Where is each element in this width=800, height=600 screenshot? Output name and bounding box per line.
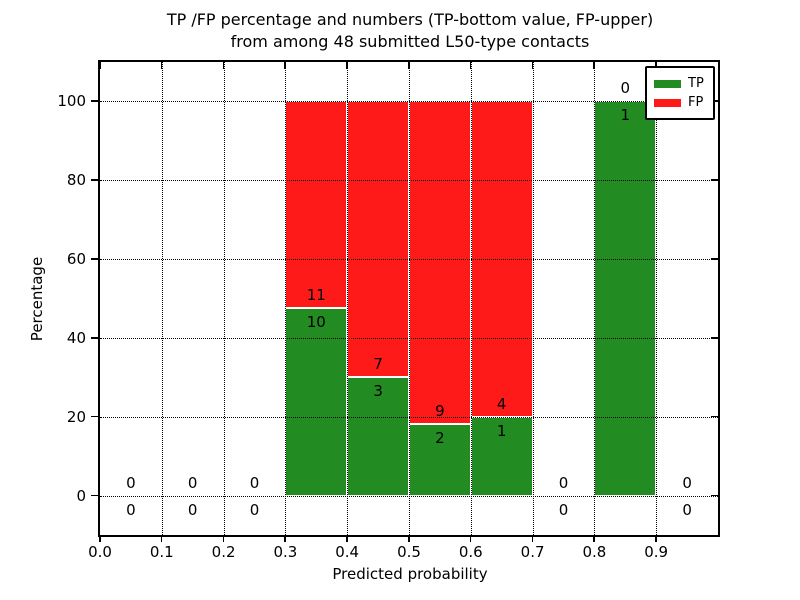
y-tick-mark — [91, 415, 98, 418]
x-tick-mark-top — [284, 62, 286, 69]
legend-entry-fp: FP — [654, 94, 705, 111]
x-tick-mark — [655, 535, 657, 542]
chart-title-line2: from among 48 submitted L50-type contact… — [230, 32, 590, 51]
gridline-v — [594, 62, 596, 535]
gridline-v — [409, 62, 410, 535]
y-tick-mark — [91, 179, 98, 181]
tp-count-label: 2 — [435, 428, 445, 447]
bar-fp-segment — [347, 101, 409, 378]
grid-layer — [100, 62, 718, 535]
x-tick-mark — [99, 535, 101, 542]
tp-count-label: 0 — [126, 500, 136, 519]
x-tick-mark — [346, 535, 348, 542]
fp-legend-label: FP — [688, 95, 704, 110]
y-tick-label: 20 — [66, 407, 86, 426]
x-tick-mark-top — [655, 62, 657, 69]
legend: TP FP — [645, 66, 715, 120]
gridline-v — [532, 62, 534, 535]
x-tick-label: 0.5 — [397, 543, 421, 561]
chart-title: TP /FP percentage and numbers (TP-bottom… — [100, 9, 720, 53]
y-tick-mark — [91, 258, 98, 260]
fp-count-label: 9 — [435, 401, 445, 420]
y-tick-mark-right — [711, 258, 718, 260]
bar-fp-segment — [409, 101, 471, 424]
x-tick-mark-top — [99, 62, 101, 69]
annotations-layer: 0 0 0 0 0 0 11 10 7 3 9 2 4 1 0 0 0 1 0 0 — [100, 62, 718, 535]
ticks-layer: 0 20 40 60 80 100 0.0 0.1 0.2 0.3 0.4 0.5 0.6 0.7 0.8 0… — [57, 62, 718, 561]
x-tick-mark — [408, 535, 410, 542]
tp-count-label: 0 — [187, 500, 198, 519]
x-tick-mark — [531, 535, 534, 542]
chart-title-line1: TP /FP percentage and numbers (TP-bottom… — [166, 10, 654, 29]
fp-count-label: 0 — [187, 473, 198, 492]
y-tick-label: 60 — [66, 250, 86, 269]
fp-count-label: 0 — [249, 473, 260, 492]
fp-count-label: 0 — [620, 79, 631, 98]
x-axis-label: Predicted probability — [332, 565, 488, 583]
tp-legend-swatch — [654, 79, 681, 88]
x-tick-mark — [284, 535, 286, 542]
x-tick-mark — [469, 535, 472, 542]
fp-count-label: 0 — [558, 473, 569, 492]
x-tick-label: 0.6 — [458, 543, 483, 561]
tp-legend-label: TP — [688, 76, 704, 91]
gridline-v — [656, 62, 658, 535]
y-tick-mark — [91, 336, 98, 339]
y-tick-label: 100 — [57, 92, 86, 111]
bar-fp-segment — [285, 101, 348, 308]
legend-entry-tp: TP — [654, 75, 705, 92]
x-tick-mark-top — [160, 62, 163, 69]
y-tick-mark-right — [711, 336, 718, 339]
tp-count-label: 1 — [496, 421, 507, 440]
y-tick-label: 0 — [76, 486, 86, 505]
tp-count-label: 1 — [620, 106, 631, 125]
y-tick-mark — [91, 100, 98, 102]
x-tick-mark-top — [346, 62, 348, 69]
fp-count-label: 11 — [306, 285, 326, 304]
gridline-v — [285, 62, 287, 535]
y-tick-mark-right — [711, 494, 718, 497]
tp-count-label: 10 — [306, 312, 326, 331]
x-tick-label: 0.9 — [644, 543, 669, 561]
fp-count-label: 0 — [682, 473, 692, 492]
tp-count-label: 0 — [558, 500, 569, 519]
x-tick-label: 0.1 — [149, 543, 174, 561]
tp-count-label: 0 — [682, 500, 692, 519]
fp-count-label: 0 — [126, 473, 136, 492]
tp-count-label: 3 — [373, 382, 383, 401]
plot-area: 0 0 0 0 0 0 11 10 7 3 9 2 4 1 0 0 0 1 0 0 0 20 40 60 80 100 0.0 0.… — [57, 60, 720, 561]
fp-count-label: 7 — [373, 355, 383, 374]
y-tick-mark-right — [711, 179, 718, 181]
x-tick-label: 0.4 — [335, 543, 360, 561]
x-tick-label: 0.3 — [273, 543, 298, 561]
x-tick-label: 0.2 — [211, 543, 236, 561]
fp-legend-swatch — [654, 98, 681, 107]
y-tick-label: 80 — [66, 171, 86, 190]
x-tick-mark — [222, 535, 225, 542]
bar-fp-segment — [470, 101, 533, 417]
gridline-v — [223, 62, 225, 535]
x-tick-mark-top — [593, 62, 595, 69]
x-tick-mark-top — [531, 62, 534, 69]
y-tick-mark — [91, 494, 98, 497]
y-axis-label: Percentage — [28, 256, 47, 341]
y-tick-mark-right — [711, 415, 718, 418]
x-tick-label: 0.8 — [582, 543, 607, 561]
x-tick-mark-top — [408, 62, 410, 69]
x-tick-mark — [160, 535, 163, 542]
gridline-v — [347, 62, 349, 535]
x-tick-label: 0.0 — [88, 543, 112, 561]
x-tick-label: 0.7 — [520, 543, 545, 561]
x-tick-mark-top — [222, 62, 225, 69]
gridline-v — [161, 62, 163, 535]
x-tick-mark-top — [469, 62, 472, 69]
tp-count-label: 0 — [249, 500, 260, 519]
fp-count-label: 4 — [496, 394, 507, 413]
x-tick-mark — [593, 535, 595, 542]
gridline-v — [470, 62, 472, 535]
y-tick-label: 40 — [66, 328, 86, 347]
